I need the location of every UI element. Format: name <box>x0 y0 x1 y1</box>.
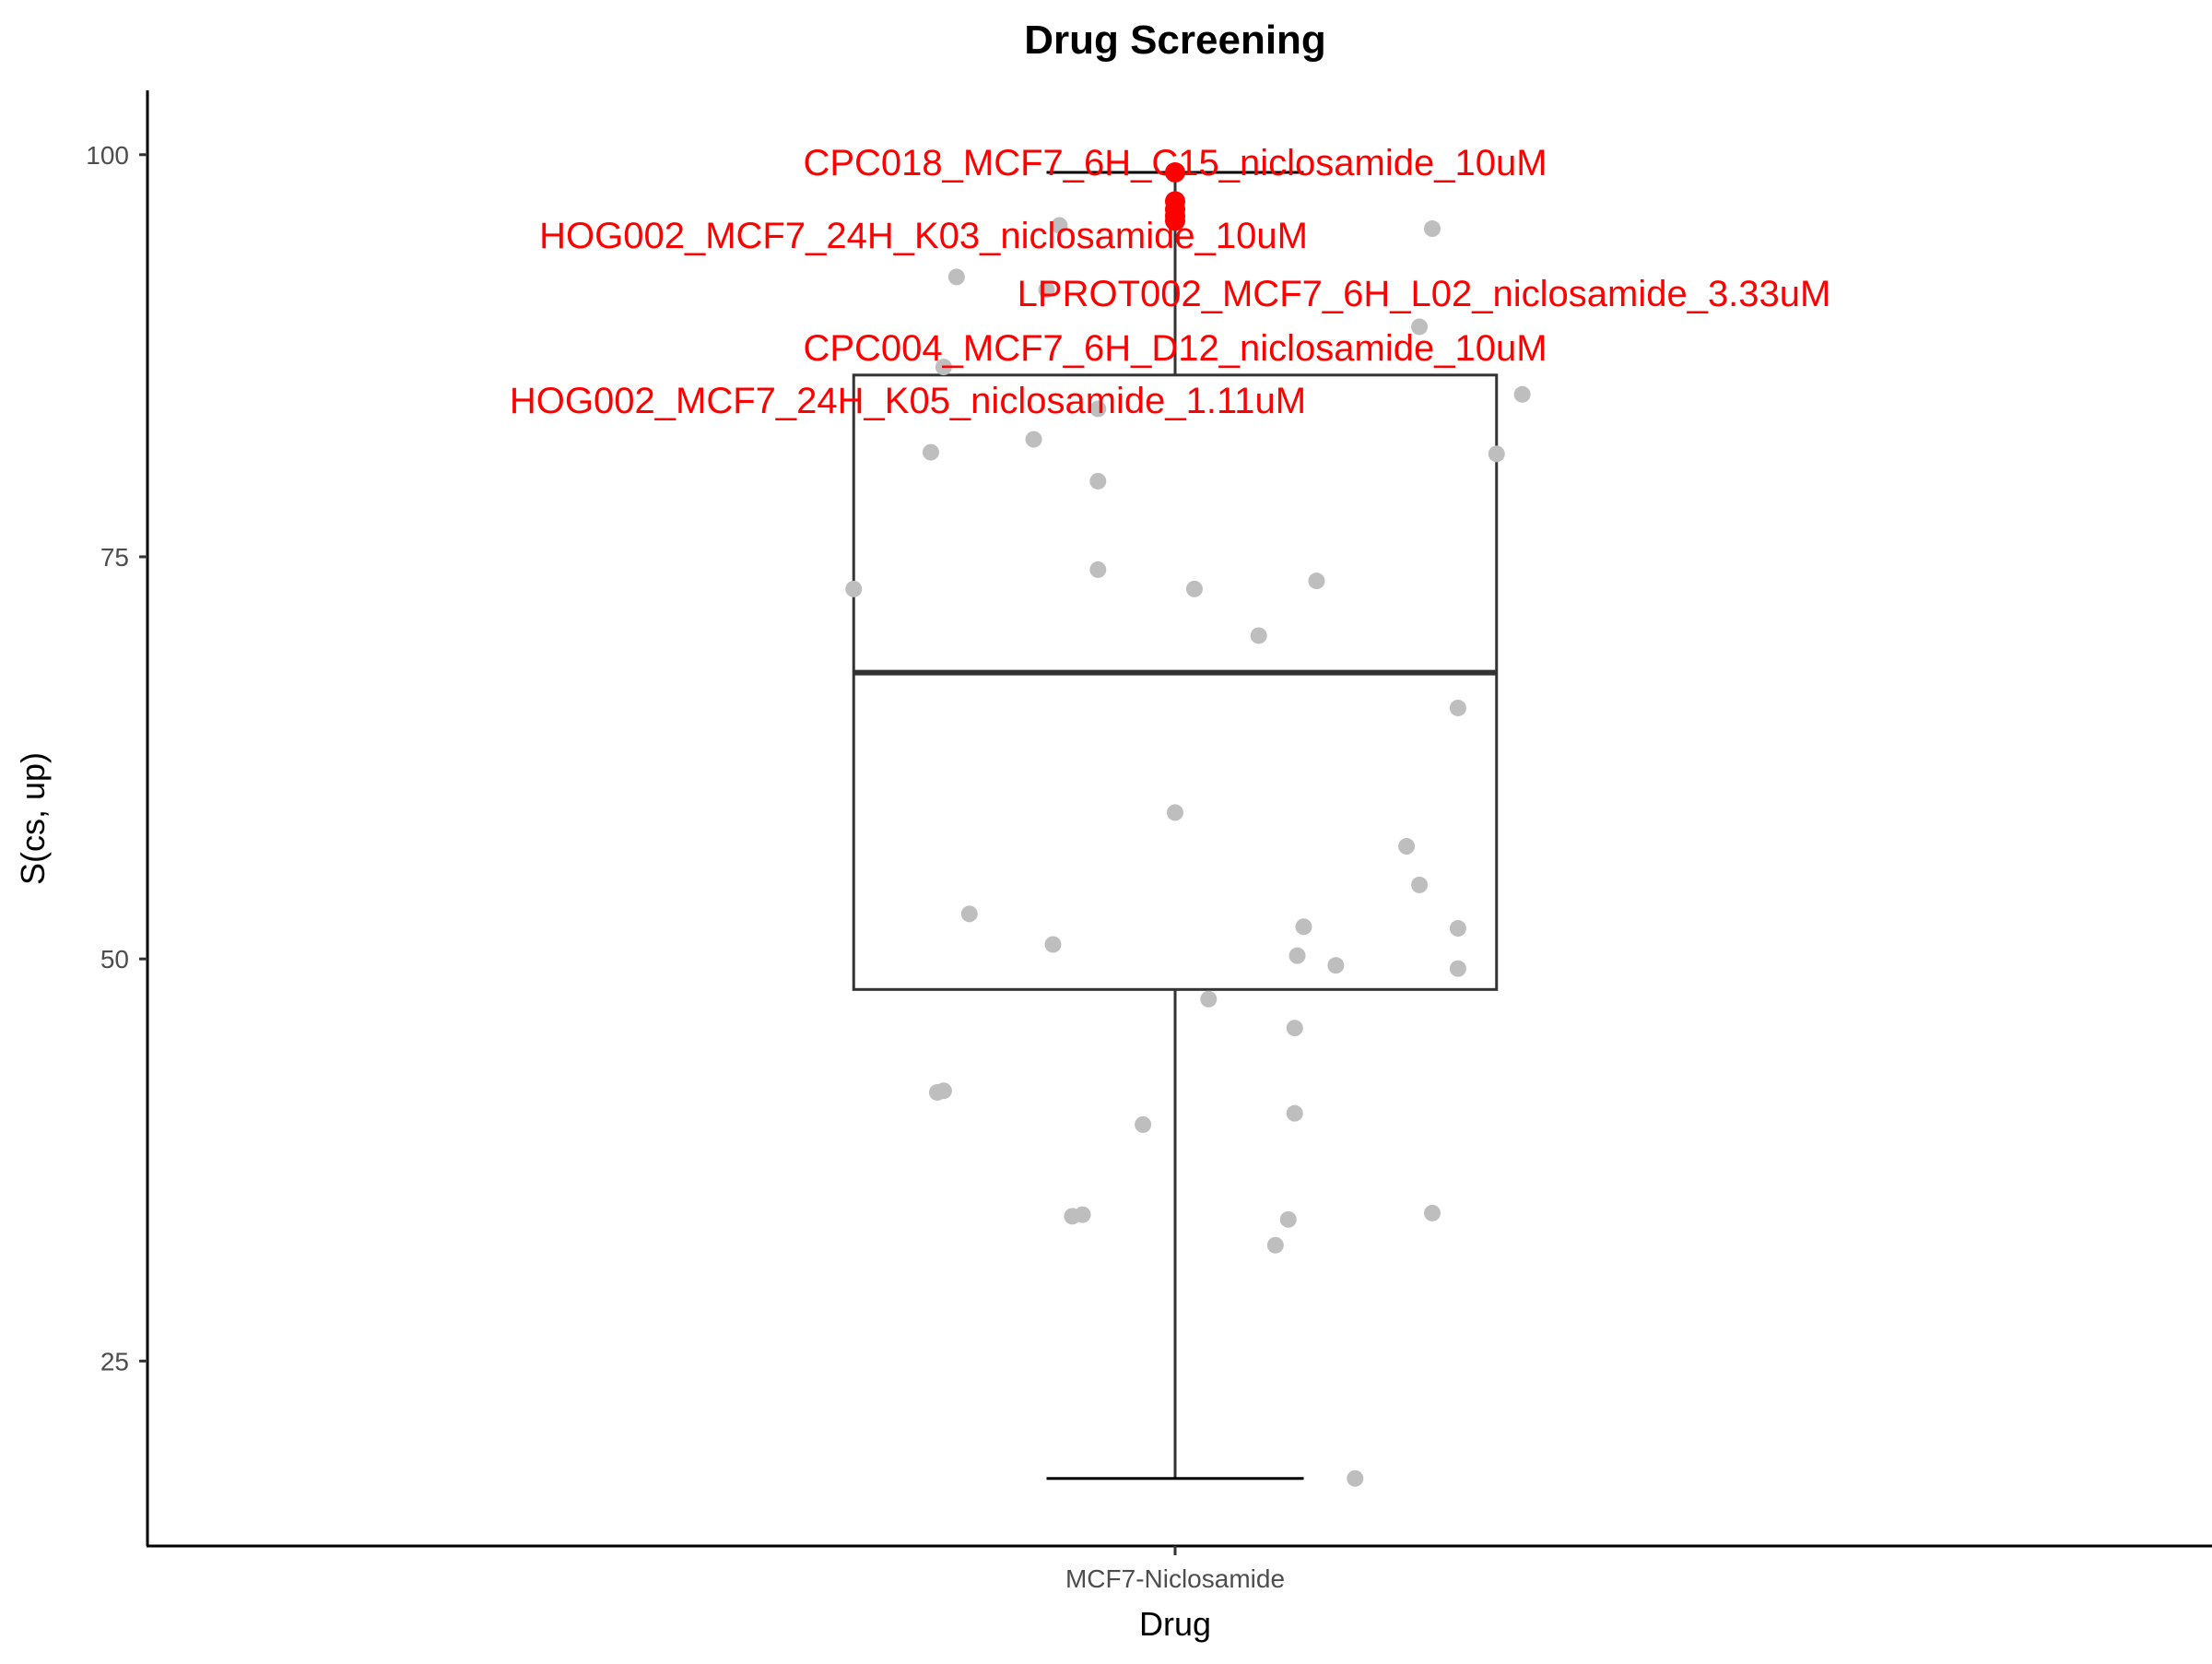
data-point <box>1411 876 1429 893</box>
y-tick-label: 100 <box>86 141 129 170</box>
y-tick-label: 25 <box>100 1347 129 1375</box>
data-point <box>1025 431 1042 448</box>
data-point <box>1449 960 1466 977</box>
data-point <box>1038 281 1055 299</box>
data-point <box>960 905 978 923</box>
data-point <box>845 580 863 597</box>
data-point <box>1135 1115 1152 1133</box>
data-point <box>1266 1236 1284 1254</box>
data-point <box>1488 445 1505 463</box>
data-point <box>1295 918 1312 936</box>
data-point <box>1044 936 1062 953</box>
data-point <box>1288 947 1306 964</box>
data-point <box>1167 804 1183 821</box>
data-point <box>947 268 965 286</box>
data-point <box>1200 990 1218 1008</box>
data-point <box>1286 1104 1303 1122</box>
data-point <box>1308 572 1325 590</box>
data-point <box>1286 1020 1303 1037</box>
y-tick-label: 75 <box>100 543 129 572</box>
box-iqr <box>852 373 1499 991</box>
data-point <box>1185 580 1203 597</box>
highlighted-point-label: HOG002_MCF7_24H_K03_niclosamide_10uM <box>539 216 1308 256</box>
highlighted-point <box>1165 210 1185 231</box>
plot-area: CPC018_MCF7_6H_C15_niclosamide_10uM HOG00… <box>510 143 1830 1487</box>
data-point <box>1089 400 1107 418</box>
data-point <box>1279 1210 1297 1228</box>
data-point <box>935 359 952 376</box>
data-point <box>922 443 939 461</box>
data-point <box>1424 1204 1441 1221</box>
data-point <box>935 1082 952 1100</box>
data-point <box>1250 627 1267 644</box>
highlighted-point <box>1165 161 1185 183</box>
y-axis-title: S(cs, up) <box>14 752 52 885</box>
data-point <box>1051 217 1068 234</box>
data-point <box>1089 561 1107 578</box>
data-point <box>1398 838 1416 856</box>
x-axis-ticks: MCF7-Niclosamide <box>1065 1546 1285 1593</box>
y-axis-ticks: 25 50 75 100 <box>86 141 147 1375</box>
data-point <box>1449 920 1466 938</box>
data-point <box>1424 220 1441 238</box>
highlighted-point-label: CPC018_MCF7_6H_C15_niclosamide_10uM <box>803 143 1547 183</box>
data-point <box>1347 1469 1364 1487</box>
x-axis-title: Drug <box>1139 1605 1211 1643</box>
x-tick-label: MCF7-Niclosamide <box>1065 1564 1285 1593</box>
highlighted-point-label: HOG002_MCF7_24H_K05_niclosamide_1.11uM <box>510 381 1306 421</box>
data-point <box>1513 385 1531 403</box>
chart-title: Drug Screening <box>1024 18 1326 63</box>
y-tick-label: 50 <box>100 945 129 974</box>
data-point <box>1327 957 1345 974</box>
highlighted-point-label: CPC004_MCF7_6H_D12_niclosamide_10uM <box>803 328 1547 369</box>
data-point <box>1074 1206 1091 1223</box>
data-point <box>1411 318 1429 336</box>
highlighted-point-label: LPROT002_MCF7_6H_L02_niclosamide_3.33uM <box>1018 274 1831 314</box>
data-point <box>1449 699 1466 716</box>
data-point <box>1089 472 1107 490</box>
